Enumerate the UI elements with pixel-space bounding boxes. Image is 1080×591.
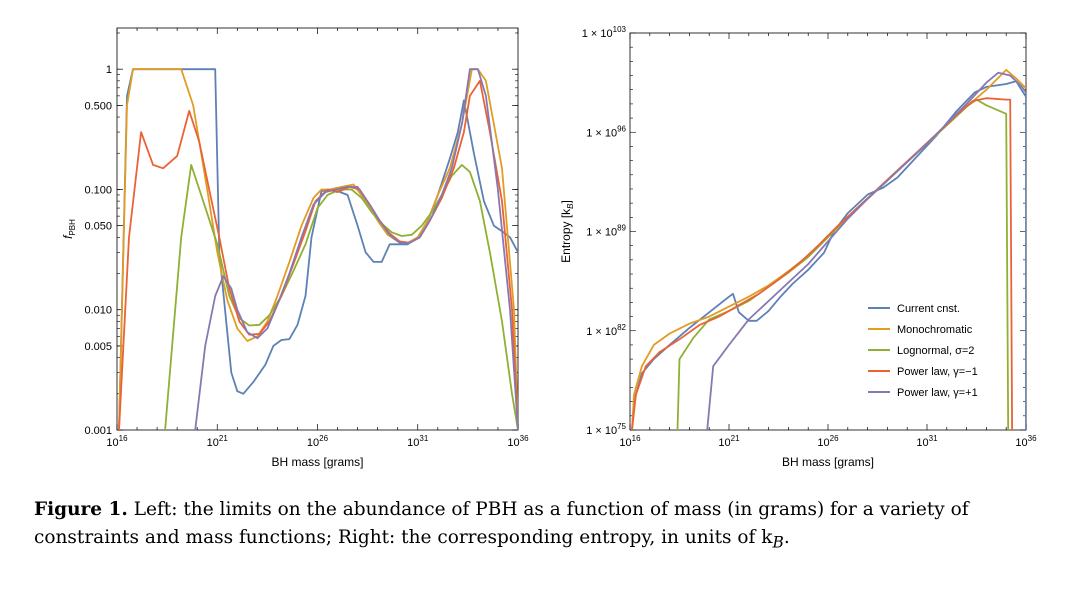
legend-label: Current cnst. xyxy=(897,303,960,315)
x-tick-label: 1026 xyxy=(817,434,839,449)
series-line xyxy=(194,68,518,430)
x-tick-label: 1031 xyxy=(407,434,429,449)
caption-end: . xyxy=(783,527,790,548)
left-chart-abundance: 1016 1021 1026 1031 103610.5000.1000.0500.01… xyxy=(61,27,529,469)
series-line xyxy=(676,98,1010,430)
series-line xyxy=(118,68,518,430)
legend-label: Monochromatic xyxy=(897,324,973,336)
x-tick-label: 1031 xyxy=(916,434,938,449)
y-tick-label: 0.010 xyxy=(84,305,112,317)
y-tick-label: 1 × 1096 xyxy=(586,124,626,139)
y-tick-label: 0.050 xyxy=(84,221,112,233)
y-axis-label: Entropy [kB] xyxy=(559,200,575,263)
series-line xyxy=(118,79,518,430)
y-tick-label: 1 × 10103 xyxy=(582,25,627,40)
left-series-group xyxy=(118,68,518,430)
legend-label: Power law, γ=−1 xyxy=(897,366,978,378)
caption-text: Left: the limits on the abundance of PBH… xyxy=(34,499,969,548)
x-tick-label: 1016 xyxy=(619,434,641,449)
series-line xyxy=(631,97,1013,430)
right-chart-entropy: 1016 1021 1026 1031 1036 1 × 1075 1 × 1082 1 × … xyxy=(559,25,1037,469)
x-tick-label: 1026 xyxy=(307,434,329,449)
y-tick-label: 1 xyxy=(106,64,112,76)
legend-label: Lognormal, σ=2 xyxy=(897,345,974,357)
y-tick-label: 0.500 xyxy=(84,100,112,112)
y-tick-label: 0.001 xyxy=(84,425,112,437)
series-line xyxy=(631,80,1026,430)
figure-two-panels: 1016 1021 1026 1031 1036 1 0.500 0.100 0.050 0.01… xyxy=(61,25,1037,469)
figure-caption: Figure 1. Left: the limits on the abunda… xyxy=(34,496,1064,557)
x-tick-label: 1036 xyxy=(507,434,529,449)
x-tick-label: 1021 xyxy=(718,434,740,449)
y-tick-label: 1 × 1089 xyxy=(586,224,626,239)
caption-subscript: B xyxy=(772,533,784,552)
y-tick-label: 0.005 xyxy=(84,341,112,353)
y-tick-label: 1 × 1082 xyxy=(586,323,626,338)
caption-label: Figure 1. xyxy=(34,499,128,520)
x-axis-label: BH mass [grams] xyxy=(271,455,363,469)
y-tick-label: 0.100 xyxy=(84,184,112,196)
x-axis-label: BH mass [grams] xyxy=(782,455,874,469)
legend: Current cnst. Monochromatic Lognormal, σ=2… xyxy=(868,303,978,399)
y-axis-label: fPBH xyxy=(61,219,77,239)
y-tick-label: 1 × 1075 xyxy=(586,422,626,437)
series-line xyxy=(118,68,518,430)
x-tick-label: 1021 xyxy=(207,434,229,449)
left-plot-frame xyxy=(116,27,519,431)
legend-label: Power law, γ=+1 xyxy=(897,387,978,399)
right-series-group xyxy=(631,69,1026,430)
x-tick-label: 1036 xyxy=(1015,434,1037,449)
series-line xyxy=(706,71,1026,430)
